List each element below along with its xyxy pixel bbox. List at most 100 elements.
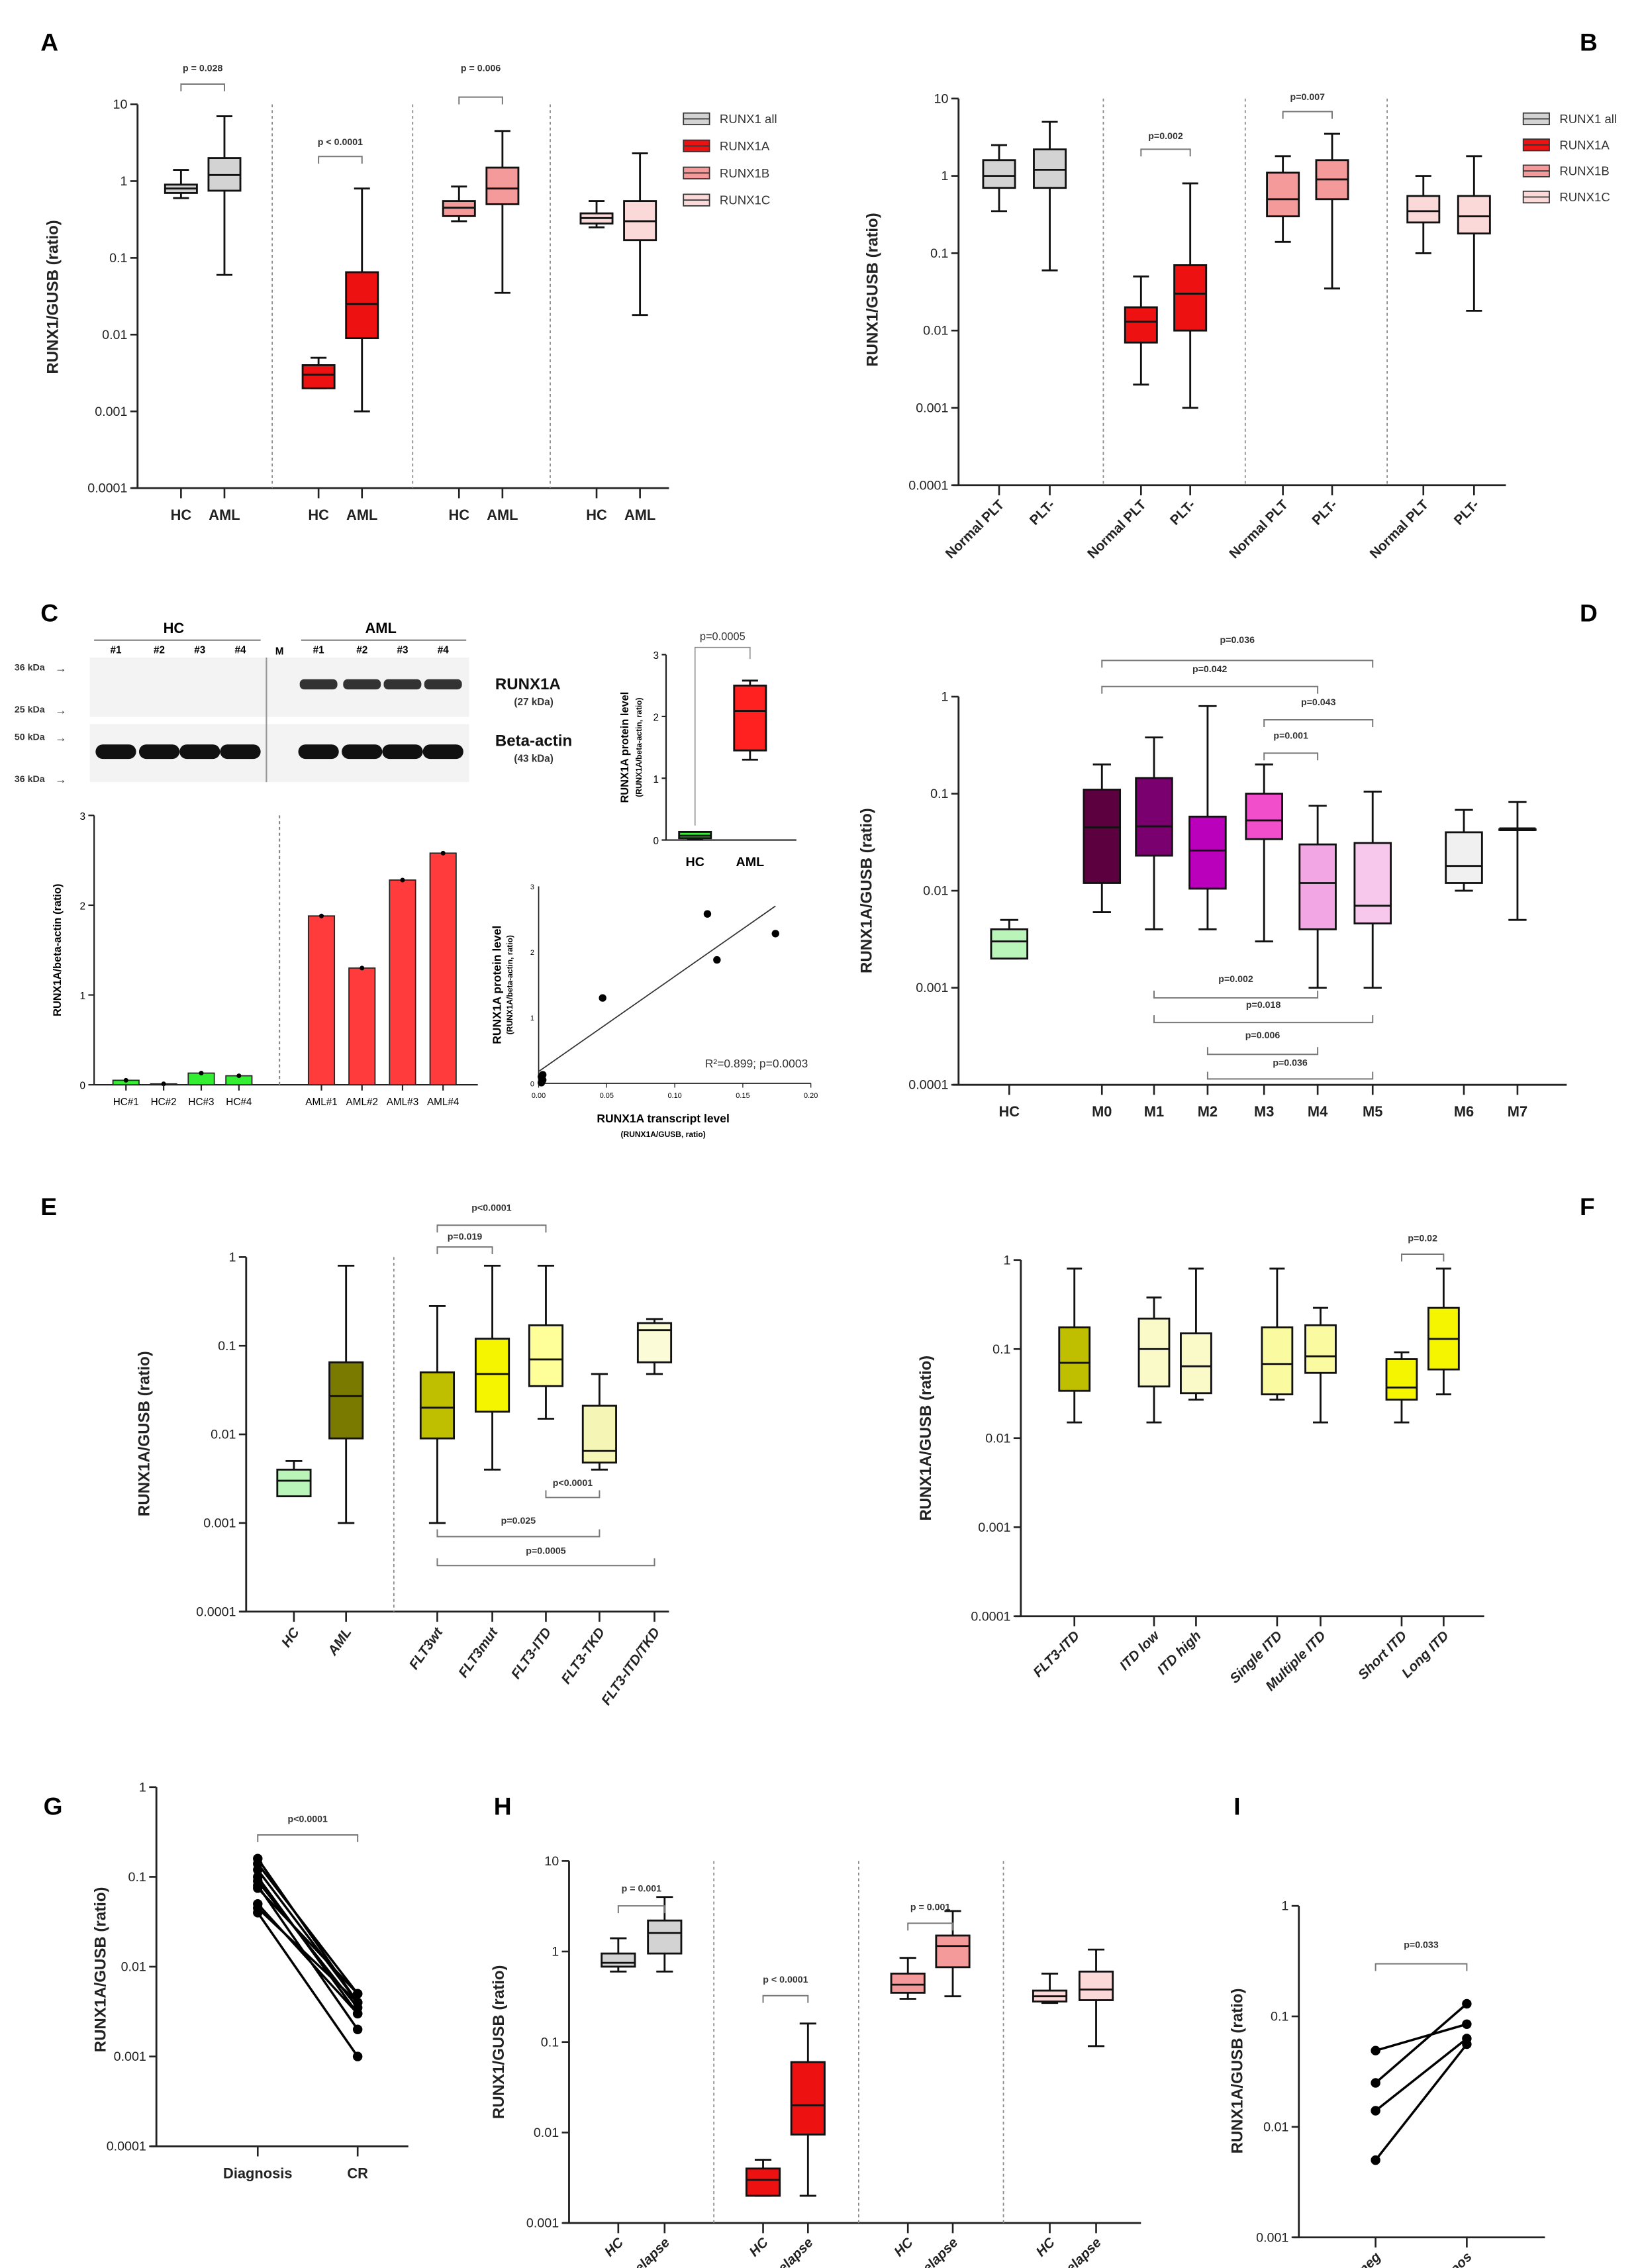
y-tick-label: 3: [530, 883, 534, 891]
significance-bracket: [1101, 660, 1374, 668]
p-value-label: p = 0.006: [461, 63, 501, 74]
significance-bracket: [1140, 148, 1191, 157]
pair-line: [256, 1903, 359, 2015]
y-tick-label: 0.001: [114, 2049, 146, 2064]
panel-letter-b: B: [1580, 28, 1598, 56]
point-before: [1371, 2046, 1380, 2055]
p-value-label: p = 0.028: [183, 63, 223, 74]
panel-d-chart: 1 0.1 0.01 0.001 0.0001 RUNX1A/GUSB (ratio) HC…: [858, 635, 1567, 1120]
x-tick-label: 0.10: [667, 1092, 681, 1100]
panel-letter-f: F: [1580, 1193, 1595, 1220]
y-tick-label: 0.1: [1271, 2010, 1288, 2024]
box-m7: [1498, 801, 1537, 921]
legend-item: RUNX1 all: [683, 112, 777, 126]
box-iqr: [601, 1952, 636, 1968]
significance-bracket: [436, 1246, 493, 1255]
paired-sample: [253, 1883, 363, 1999]
point-before: [1371, 2106, 1380, 2116]
y-axis-title: RUNX1A/GUSB (ratio): [135, 1351, 153, 1516]
significance-bracket: [436, 1558, 655, 1567]
y-axis-title: RUNX1A/beta-actin (ratio): [52, 884, 64, 1016]
legend-label: RUNX1A: [1559, 138, 1610, 152]
x-tick-label: HC: [686, 855, 704, 869]
x-tick-label: FLT3wt: [407, 1624, 446, 1672]
lane-label: #3: [194, 644, 205, 656]
x-tick-label: AML: [346, 507, 377, 523]
box-long-itd: [1427, 1267, 1460, 1396]
box-aml: [207, 115, 242, 276]
x-tick-label: HC: [448, 507, 469, 523]
y-tick-label: 1: [552, 1945, 559, 1959]
y-tick-label: 0.01: [534, 2126, 559, 2140]
box-iqr: [647, 1919, 683, 1955]
pair-line: [1375, 2038, 1468, 2112]
significance-bracket: [1206, 1071, 1374, 1080]
point-after: [352, 1997, 363, 2008]
arrow-right-icon: →: [55, 662, 66, 675]
x-tick-label: HC#1: [113, 1097, 139, 1108]
panel-c-western-blot: HC AML M #1 #2 #3 #4 #1 #2 #3 #4 36 kDa → 25 kDa → 50 k…: [15, 620, 572, 786]
x-tick-label: FLT3-ITD/TKD: [599, 1625, 663, 1708]
panel-letters: A B C D E F G H I: [40, 28, 1598, 1820]
x-tick-label: 0.20: [804, 1092, 818, 1100]
legend-item: RUNX1C: [683, 193, 770, 207]
p-value-label: p=0.033: [1404, 1940, 1439, 1951]
y-tick-label: 0.0001: [107, 2140, 146, 2154]
y-tick-label: 2: [653, 712, 659, 723]
panel-letter-i: I: [1233, 1792, 1240, 1820]
x-tick-label: Diagnosis - ITD neg: [1282, 2249, 1384, 2268]
significance-bracket: [694, 646, 751, 826]
regression-line: [538, 905, 776, 1072]
y-axis-title: RUNX1A protein level: [491, 926, 504, 1044]
significance-bracket: [617, 1905, 665, 1914]
box-iqr: [1058, 1326, 1091, 1392]
point-before: [253, 1883, 263, 1893]
x-tick-label: HC: [602, 2234, 627, 2259]
legend-label: RUNX1B: [720, 166, 769, 180]
significance-bracket: [1263, 752, 1319, 761]
significance-bracket: [1101, 685, 1319, 694]
box-plt-: [1033, 121, 1067, 271]
legend-label: RUNX1 all: [1559, 112, 1617, 126]
legend-label: RUNX1C: [1559, 190, 1610, 204]
box-normal-plt: [1406, 175, 1441, 254]
band-name: Beta-actin: [495, 732, 572, 750]
p-value-label: p = 0.001: [910, 1902, 951, 1913]
box-hc: [678, 830, 712, 841]
box-relapse: [1078, 1948, 1114, 2047]
x-tick-label: AML#2: [346, 1097, 378, 1108]
box-iqr: [1180, 1332, 1212, 1395]
bar-point: [319, 913, 324, 918]
y-tick-label: 1: [120, 174, 127, 189]
x-tick-label: AML#1: [305, 1097, 337, 1108]
box-iqr: [733, 684, 767, 752]
significance-bracket: [458, 96, 503, 105]
x-tick-label: Relapse: [768, 2235, 816, 2268]
legend-label: RUNX1C: [720, 193, 770, 207]
box-iqr: [345, 271, 379, 340]
box-iqr: [474, 1338, 510, 1413]
bar-point: [236, 1073, 242, 1079]
x-axis-subtitle: (RUNX1A/GUSB, ratio): [621, 1130, 706, 1139]
x-tick-label: M6: [1454, 1103, 1474, 1120]
y-axis-title: RUNX1A protein level: [619, 692, 631, 803]
point-before: [1371, 2155, 1380, 2165]
box-iqr: [1033, 148, 1067, 189]
x-tick-label: HC: [308, 507, 329, 523]
panel-a-chart: 10 1 0.1 0.01 0.001 0.0001 RUNX1/GUSB (ratio) H…: [44, 63, 777, 523]
box-flt3mut: [474, 1264, 510, 1471]
arrow-right-icon: →: [55, 703, 66, 716]
significance-bracket: [1375, 1963, 1468, 1971]
y-tick-label: 0: [80, 1081, 86, 1092]
box-iqr: [1406, 195, 1441, 224]
x-tick-label: Short ITD: [1355, 1628, 1410, 1683]
y-tick-label: 0: [530, 1080, 534, 1088]
significance-bracket: [1263, 719, 1374, 727]
point-after: [1462, 1998, 1472, 2009]
box-m1: [1135, 736, 1173, 930]
box-iqr: [276, 1468, 312, 1498]
blot-group-aml: AML: [365, 620, 396, 636]
y-axis-title: RUNX1/GUSB (ratio): [863, 213, 881, 366]
p-value-label: p < 0.0001: [318, 137, 363, 148]
significance-bracket: [1400, 1254, 1445, 1261]
